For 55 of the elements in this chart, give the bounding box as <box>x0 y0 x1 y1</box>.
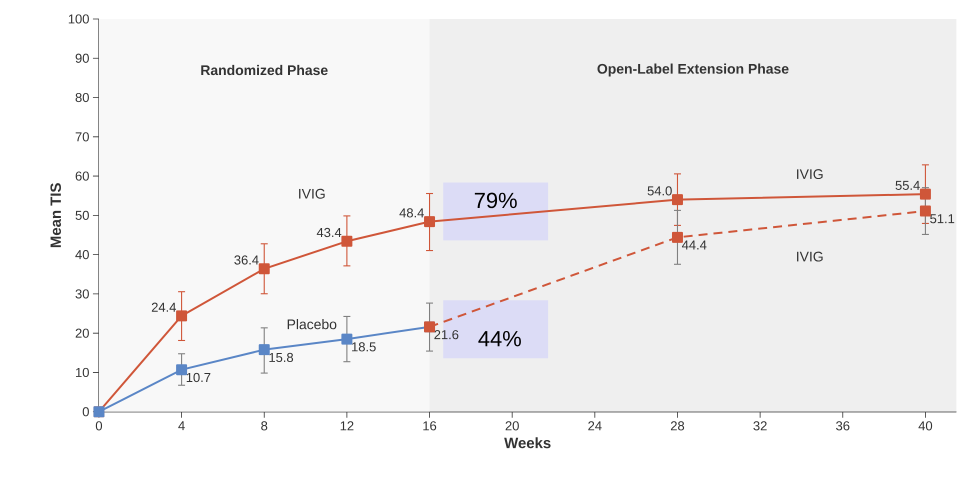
annotation: 79% <box>474 192 517 208</box>
x-tick-label: 24 <box>588 421 602 430</box>
data-label: 10.7 <box>186 373 210 382</box>
point <box>176 310 188 322</box>
x-tick-label: 12 <box>340 421 354 430</box>
y-tick-label: 100 <box>68 14 89 24</box>
text: IVIG <box>299 188 325 199</box>
y-tick-label: 70 <box>76 132 89 142</box>
y-tick-label: 0 <box>82 407 89 416</box>
x-tick-label: 36 <box>836 421 850 431</box>
point <box>341 236 352 247</box>
point <box>341 334 352 345</box>
y-axis-title: Mean TIS <box>50 183 61 248</box>
data-label: 18.5 <box>352 342 376 352</box>
series-label: IVIG <box>797 252 823 262</box>
x-tick-label: 8 <box>261 421 268 431</box>
point <box>258 263 270 274</box>
point <box>424 216 436 228</box>
point <box>672 232 683 243</box>
y-tick-label: 50 <box>76 210 89 220</box>
x-tick-label: 16 <box>423 421 436 431</box>
point <box>176 364 188 376</box>
data-label: 55.4 <box>896 181 920 190</box>
y-tick-label: 30 <box>76 289 89 299</box>
point <box>258 344 270 356</box>
data-label: 51.1 <box>930 214 954 224</box>
y-tick-label: 90 <box>76 54 89 63</box>
x-tick-label: 4 <box>178 421 185 430</box>
x-tick-label: 20 <box>506 421 519 431</box>
point <box>920 206 931 217</box>
x-tick-label: 0 <box>96 421 102 431</box>
y-tick-label: 40 <box>75 250 89 260</box>
band-label: Open-Label Extension Phase <box>598 64 789 77</box>
x-tick-label: 28 <box>670 421 684 431</box>
point <box>920 188 931 200</box>
annotation: 44% <box>478 331 521 346</box>
y-tick-label: 60 <box>76 172 89 181</box>
data-label: 24.4 <box>152 302 176 312</box>
x-tick-label: 32 <box>753 421 767 431</box>
series-label: IVIG <box>797 169 823 180</box>
data-label: 44.4 <box>682 240 706 250</box>
data-label: 21.6 <box>434 330 458 340</box>
y-tick-label: 20 <box>76 328 89 338</box>
data-label: 54.0 <box>648 186 672 196</box>
data-label: 48.4 <box>399 208 424 218</box>
x-axis-title: Weeks <box>504 437 551 448</box>
series-label: Placebo <box>288 319 336 330</box>
data-label: 36.4 <box>234 256 259 265</box>
data-label: 43.4 <box>316 228 342 238</box>
data-label: 15.8 <box>269 353 294 362</box>
x-tick-label: 40 <box>918 421 932 431</box>
y-tick-label: 80 <box>76 93 89 102</box>
point <box>672 194 683 206</box>
band-label: Randomized Phase <box>201 65 328 76</box>
y-tick-label: 10 <box>76 368 89 378</box>
